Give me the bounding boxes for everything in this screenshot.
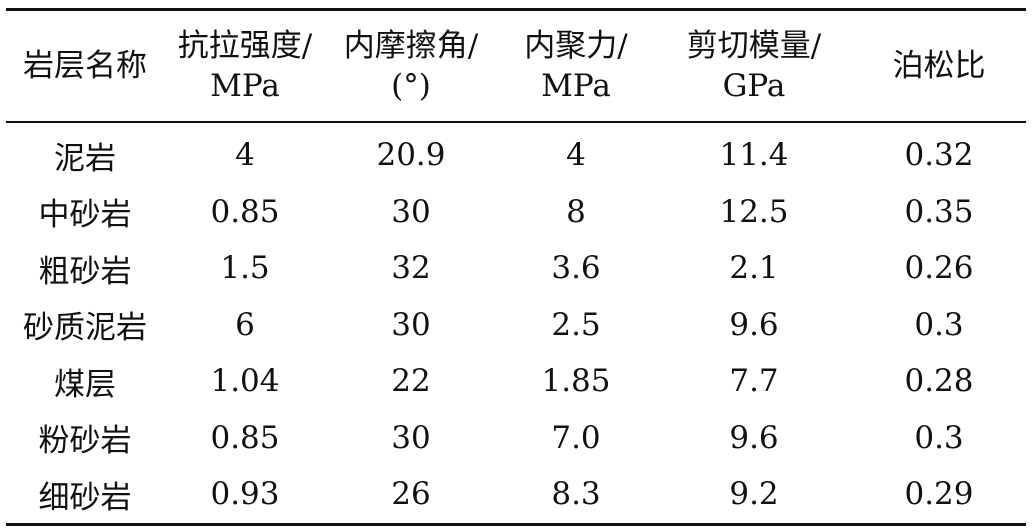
header-row: 岩层名称 抗拉强度/ MPa 内摩擦角/ (°) 内聚力/ MPa 剪切模量/ … [6,9,1026,123]
table-row: 粗砂岩 1.5 32 3.6 2.1 0.26 [6,240,1026,297]
cell-cohesion: 8.3 [551,476,601,513]
cell-tensile-strength: 0.93 [210,476,280,513]
header-friction-angle: 内摩擦角/ (°) [326,10,496,123]
cell-rock-name: 中砂岩 [38,197,132,234]
header-poisson-ratio: 泊松比 [852,10,1026,123]
table-row: 泥岩 4 20.9 4 11.4 0.32 [6,122,1026,184]
cell-shear-modulus: 7.7 [729,363,779,400]
rock-properties-table-container: 岩层名称 抗拉强度/ MPa 内摩擦角/ (°) 内聚力/ MPa 剪切模量/ … [6,8,1026,526]
cell-tensile-strength: 1.5 [220,250,270,287]
cell-tensile-strength: 1.04 [210,363,280,400]
header-cohesion-label: 内聚力/ [524,28,628,64]
cell-tensile-strength: 0.85 [210,419,280,456]
cell-rock-name: 粉砂岩 [38,423,132,460]
cell-friction-angle: 32 [391,250,431,287]
cell-shear-modulus: 2.1 [729,250,779,287]
header-shear-modulus-unit: GPa [722,68,786,104]
header-tensile-strength: 抗拉强度/ MPa [164,10,326,123]
rock-properties-table: 岩层名称 抗拉强度/ MPa 内摩擦角/ (°) 内聚力/ MPa 剪切模量/ … [6,8,1026,526]
header-friction-angle-unit: (°) [391,68,431,104]
header-cohesion-unit: MPa [541,68,611,104]
cell-rock-name: 煤层 [54,366,116,403]
table-body: 泥岩 4 20.9 4 11.4 0.32 中砂岩 0.85 30 8 12.5… [6,122,1026,524]
cell-rock-name: 泥岩 [54,140,116,177]
cell-shear-modulus: 9.6 [729,306,779,343]
cell-poisson-ratio: 0.3 [914,306,964,343]
cell-cohesion: 4 [566,137,586,174]
header-poisson-ratio-label: 泊松比 [892,48,986,84]
cell-friction-angle: 30 [391,419,431,456]
table-row: 细砂岩 0.93 26 8.3 9.2 0.29 [6,466,1026,524]
header-tensile-strength-unit: MPa [210,68,280,104]
header-cohesion: 内聚力/ MPa [496,10,656,123]
header-tensile-strength-label: 抗拉强度/ [177,28,313,64]
cell-shear-modulus: 11.4 [719,137,789,174]
table-row: 砂质泥岩 6 30 2.5 9.6 0.3 [6,297,1026,354]
cell-poisson-ratio: 0.32 [904,137,974,174]
cell-cohesion: 7.0 [551,419,601,456]
cell-poisson-ratio: 0.28 [904,363,974,400]
cell-rock-name: 粗砂岩 [38,253,132,290]
header-friction-angle-label: 内摩擦角/ [343,28,479,64]
header-shear-modulus: 剪切模量/ GPa [656,10,852,123]
table-row: 粉砂岩 0.85 30 7.0 9.6 0.3 [6,410,1026,467]
header-shear-modulus-label: 剪切模量/ [686,28,822,64]
cell-shear-modulus: 12.5 [719,193,789,230]
table-header: 岩层名称 抗拉强度/ MPa 内摩擦角/ (°) 内聚力/ MPa 剪切模量/ … [6,9,1026,123]
cell-tensile-strength: 0.85 [210,193,280,230]
cell-poisson-ratio: 0.29 [904,476,974,513]
cell-cohesion: 3.6 [551,250,601,287]
table-row: 中砂岩 0.85 30 8 12.5 0.35 [6,184,1026,241]
cell-cohesion: 1.85 [541,363,611,400]
cell-cohesion: 8 [566,193,586,230]
cell-friction-angle: 30 [391,193,431,230]
cell-cohesion: 2.5 [551,306,601,343]
cell-poisson-ratio: 0.35 [904,193,974,230]
table-row: 煤层 1.04 22 1.85 7.7 0.28 [6,353,1026,410]
cell-friction-angle: 22 [391,363,431,400]
cell-shear-modulus: 9.6 [729,419,779,456]
cell-shear-modulus: 9.2 [729,476,779,513]
cell-friction-angle: 30 [391,306,431,343]
cell-rock-name: 细砂岩 [38,479,132,516]
cell-tensile-strength: 4 [235,137,255,174]
cell-rock-name: 砂质泥岩 [23,310,147,347]
cell-friction-angle: 20.9 [376,137,446,174]
cell-poisson-ratio: 0.3 [914,419,964,456]
header-rock-name-label: 岩层名称 [23,48,147,84]
header-rock-name: 岩层名称 [6,10,164,123]
cell-tensile-strength: 6 [235,306,255,343]
cell-poisson-ratio: 0.26 [904,250,974,287]
cell-friction-angle: 26 [391,476,431,513]
